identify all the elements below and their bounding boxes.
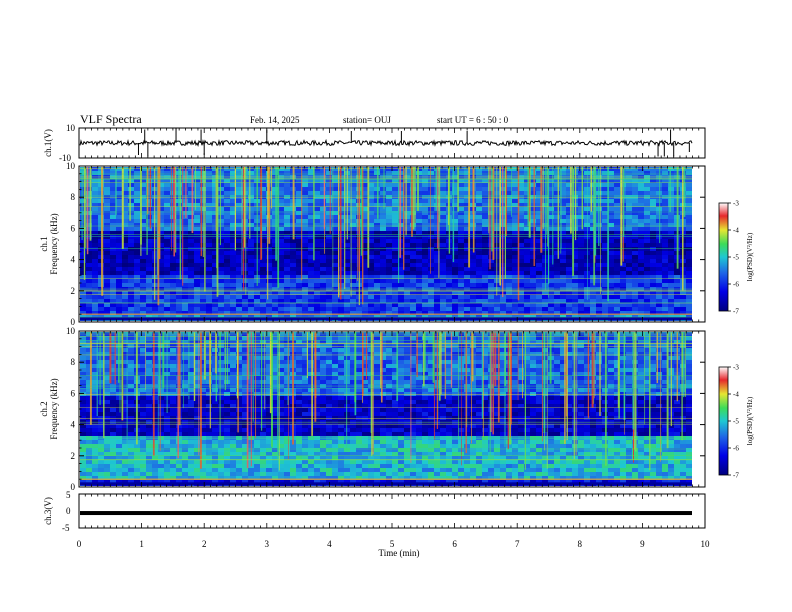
ch1-waveform-ytick-bottom: -10 bbox=[59, 153, 71, 163]
figure-station: station= OUJ bbox=[343, 115, 391, 125]
ch3-waveform-ylabel: ch.3(V) bbox=[43, 497, 53, 525]
ch1-colorbar-ticks: -3 -4 -5 -6 -7 bbox=[728, 200, 739, 316]
spec1-ytick-label-0: 0 bbox=[71, 317, 76, 327]
ch1-waveform-panel: 10 -10 ch.1(V) bbox=[43, 123, 706, 163]
spec1-ytick-label-2: 4 bbox=[71, 255, 76, 265]
cb1-ticks-label-2: -5 bbox=[733, 254, 739, 262]
cb2-ticks-label-3: -6 bbox=[733, 445, 739, 453]
time-axis-tick-label-6: 6 bbox=[452, 539, 457, 549]
figure-start-time: start UT = 6 : 50 : 0 bbox=[437, 115, 509, 125]
spec2-ytick-label-1: 2 bbox=[71, 451, 76, 461]
ch2-colorbar-label: log(PSD)(V²/Hz) bbox=[746, 396, 754, 445]
ch1-spectrogram-ylabel-top: ch.1 bbox=[39, 236, 49, 251]
spec1-ytick-label-5: 10 bbox=[66, 161, 76, 171]
time-axis-tick-label-3: 3 bbox=[265, 539, 270, 549]
spec2-ytick-label-5: 10 bbox=[66, 326, 76, 336]
cb1-ticks-label-1: -4 bbox=[733, 227, 739, 235]
cb2-ticks-label-0: -3 bbox=[733, 364, 739, 372]
ch3-waveform-trace bbox=[80, 511, 692, 516]
spec2-ytick-label-3: 6 bbox=[71, 388, 76, 398]
cb2-ticks-label-1: -4 bbox=[733, 391, 739, 399]
ch1-spectrogram-ylabel: Frequency (kHz) bbox=[49, 213, 59, 274]
ch1-waveform-ylabel: ch.1(V) bbox=[43, 129, 53, 157]
time-axis-tick-label-9: 9 bbox=[640, 539, 645, 549]
spec1-ytick-label-4: 8 bbox=[71, 192, 76, 202]
figure-title: VLF Spectra bbox=[80, 112, 142, 126]
ch3-waveform-panel: 5 0 -5 ch.3(V) 0 1 2 3 4 5 6 7 8 9 10 Time (min) bbox=[43, 128, 710, 558]
ch3-waveform-frame bbox=[78, 493, 706, 529]
time-axis-tick-label-7: 7 bbox=[515, 539, 520, 549]
ch2-spectrogram-yticks: 0 2 4 6 8 10 bbox=[66, 326, 705, 492]
spec2-ytick-label-0: 0 bbox=[71, 482, 76, 492]
time-axis-tick-label-10: 10 bbox=[701, 539, 711, 549]
figure-date: Feb. 14, 2025 bbox=[250, 115, 300, 125]
cb2-ticks-label-4: -7 bbox=[733, 472, 739, 480]
spec1-ytick-label-1: 2 bbox=[71, 286, 76, 296]
time-axis-tick-label-5: 5 bbox=[390, 539, 395, 549]
ch3-waveform-ytick-bottom: -5 bbox=[62, 523, 70, 533]
time-axis-tick-label-1: 1 bbox=[139, 539, 144, 549]
time-axis-tick-label-0: 0 bbox=[77, 539, 82, 549]
ch2-spectrogram-image bbox=[80, 332, 692, 486]
cb1-ticks-label-0: -3 bbox=[733, 200, 739, 208]
ch1-colorbar-label: log(PSD)(V²/Hz) bbox=[746, 232, 754, 281]
time-axis-tick-label-2: 2 bbox=[202, 539, 207, 549]
spec2-ytick-label-2: 4 bbox=[71, 420, 76, 430]
ch2-colorbar-ticks: -3 -4 -5 -6 -7 bbox=[728, 364, 739, 480]
ch1-waveform-ytick-top: 10 bbox=[66, 123, 76, 133]
ch1-waveform-spikes bbox=[137, 128, 690, 157]
time-axis-tick-label-8: 8 bbox=[578, 539, 583, 549]
cb2-ticks-label-2: -5 bbox=[733, 418, 739, 426]
ch1-waveform-trace bbox=[79, 138, 693, 148]
time-axis-ticks: 0 1 2 3 4 5 6 7 8 9 10 bbox=[77, 128, 710, 549]
spec1-ytick-label-3: 6 bbox=[71, 223, 76, 233]
time-axis-label: Time (min) bbox=[379, 548, 420, 558]
ch1-spectrogram-yticks: 0 2 4 6 8 10 bbox=[66, 161, 705, 327]
ch2-spectrogram-ylabel-top: ch.2 bbox=[39, 401, 49, 416]
ch2-spectrogram-ylabel: Frequency (kHz) bbox=[49, 378, 59, 439]
spec2-ytick-label-4: 8 bbox=[71, 357, 76, 367]
ch1-spectrogram-image bbox=[80, 167, 692, 321]
cb1-ticks-label-3: -6 bbox=[733, 281, 739, 289]
ch1-colorbar bbox=[718, 202, 729, 312]
ch2-colorbar bbox=[718, 366, 729, 476]
ch3-waveform-ytick-top: 5 bbox=[66, 490, 71, 500]
cb1-ticks-label-4: -7 bbox=[733, 308, 739, 316]
time-axis-tick-label-4: 4 bbox=[327, 539, 332, 549]
ch3-waveform-ytick-mid: 0 bbox=[66, 506, 71, 516]
